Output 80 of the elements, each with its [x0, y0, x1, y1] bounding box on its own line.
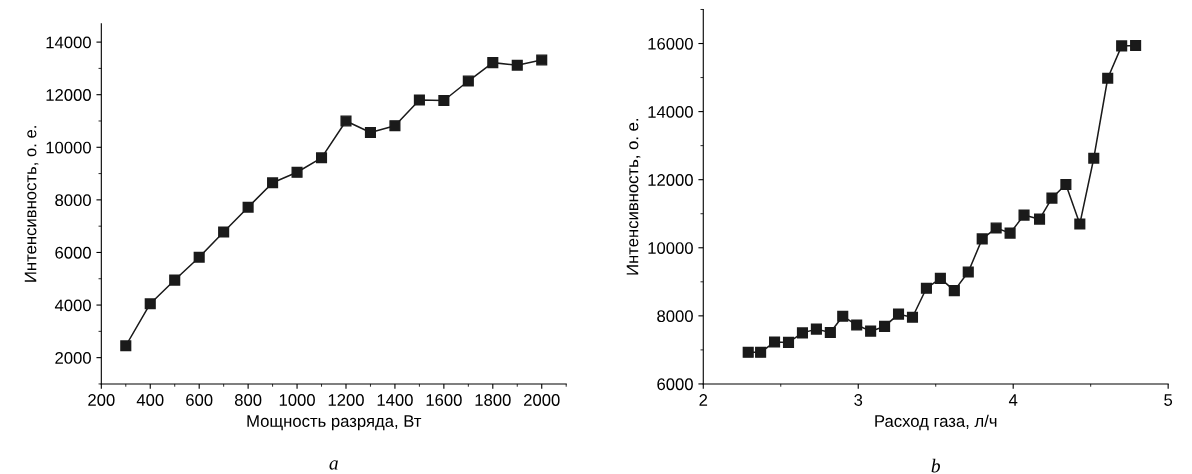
point: [193, 251, 205, 263]
point: [1018, 209, 1030, 221]
point: [487, 57, 499, 69]
point: [1060, 178, 1072, 191]
point: [438, 94, 450, 107]
point: [892, 308, 905, 320]
y-tick-label: 14000: [46, 36, 91, 49]
y-tick-label: 10000: [648, 242, 693, 254]
point: [824, 326, 836, 339]
x-tick-label: 600: [186, 394, 213, 406]
point: [1033, 213, 1046, 225]
x-tick-label: 4: [1008, 394, 1018, 406]
y-tick-label: 8000: [55, 194, 91, 207]
point: [511, 59, 523, 71]
point: [865, 325, 877, 337]
x-tick-label: 1600: [426, 394, 462, 406]
x-tick-label: 1000: [279, 394, 315, 406]
point: [242, 201, 254, 213]
point: [364, 127, 377, 139]
point: [851, 319, 863, 331]
point: [1088, 152, 1100, 164]
x-tick-label: 1800: [475, 394, 511, 406]
x-axis-title: Расход газа, л/ч: [875, 414, 997, 431]
point: [315, 152, 328, 164]
text: a: [329, 460, 338, 470]
x-axis-title: Мощность разряда, Вт: [247, 415, 422, 431]
point: [413, 94, 425, 106]
point: [934, 272, 946, 284]
y-tick-label: 6000: [55, 246, 91, 259]
point: [462, 75, 474, 87]
y-axis-title: Интенсивность, о. е.: [626, 119, 641, 275]
y-tick-label: 8000: [657, 310, 693, 323]
point: [906, 311, 919, 323]
point: [837, 310, 849, 322]
point: [755, 346, 767, 358]
x-tick-label: 2000: [524, 394, 560, 406]
point: [879, 320, 891, 332]
point: [962, 266, 974, 278]
x-tick-label: 1200: [328, 394, 364, 406]
y-tick-label: 16000: [648, 37, 693, 50]
y-tick-label: 14000: [648, 106, 693, 118]
x-tick-label: 5: [1164, 394, 1173, 406]
point: [976, 233, 988, 245]
point: [169, 274, 181, 286]
point: [120, 340, 132, 352]
y-tick-label: 12000: [648, 174, 693, 186]
y-tick-label: 2000: [55, 352, 91, 364]
point: [742, 346, 754, 358]
x-tick-label: 200: [88, 394, 115, 406]
y-tick-label: 10000: [46, 141, 91, 154]
point: [291, 166, 303, 178]
point: [990, 222, 1002, 234]
point: [389, 120, 401, 132]
point: [340, 115, 352, 127]
y-axis-title: Интенсивность, о. е.: [24, 126, 39, 282]
point: [810, 323, 822, 335]
point: [782, 336, 795, 348]
x-tick-label: 1400: [377, 394, 413, 406]
point: [1074, 218, 1086, 230]
point: [1102, 72, 1114, 84]
point: [796, 327, 809, 339]
point: [218, 226, 230, 238]
point: [144, 298, 156, 310]
point: [1046, 192, 1058, 204]
point: [948, 285, 960, 297]
point: [1130, 40, 1142, 52]
point: [920, 282, 932, 294]
x-tick-label: 2: [699, 394, 708, 406]
point: [1116, 40, 1128, 52]
text: b: [931, 458, 940, 473]
point: [769, 336, 781, 348]
y-tick-label: 12000: [46, 89, 91, 101]
x-tick-label: 3: [854, 394, 863, 406]
point: [536, 54, 548, 66]
point: [1004, 227, 1016, 239]
point: [267, 177, 279, 189]
y-tick-label: 6000: [657, 378, 693, 391]
x-tick-label: 800: [234, 394, 262, 406]
x-tick-label: 400: [136, 394, 164, 406]
y-tick-label: 4000: [54, 299, 91, 312]
